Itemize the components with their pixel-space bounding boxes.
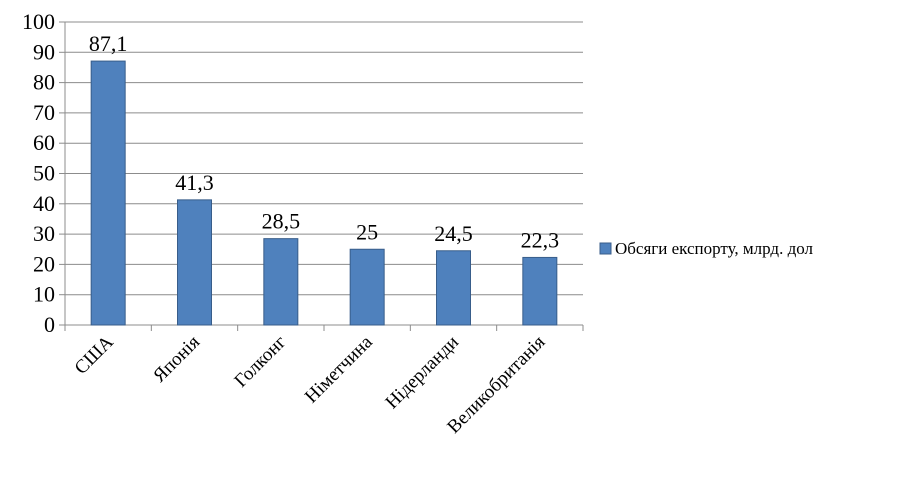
- bar: [177, 199, 212, 326]
- y-tick-label: 100: [22, 9, 55, 34]
- data-label: 25: [356, 219, 378, 244]
- y-tick-label: 10: [33, 282, 55, 307]
- y-tick-label: 50: [33, 161, 55, 186]
- gridlines: [65, 21, 583, 296]
- data-label: 87,1: [89, 31, 128, 56]
- data-label: 22,3: [521, 227, 560, 252]
- bar: [522, 256, 558, 326]
- legend: Обсяги експорту, млрд. дол: [599, 239, 814, 258]
- legend-swatch: [599, 242, 612, 255]
- legend-label: Обсяги експорту, млрд. дол: [615, 239, 814, 258]
- y-tick-label: 70: [33, 100, 55, 125]
- y-tick-label: 90: [33, 39, 55, 64]
- x-category-label: Голконг: [230, 332, 290, 392]
- data-label: 41,3: [175, 170, 214, 195]
- y-tick-label: 60: [33, 130, 55, 155]
- bar: [90, 60, 126, 326]
- x-axis-labels: США Японія Голконг Німетчина НідерландиВелик…: [71, 331, 550, 437]
- x-category-label: Японія: [149, 332, 204, 387]
- x-category-label: Нідерланди: [382, 332, 464, 414]
- axes: [59, 22, 584, 331]
- bar: [436, 250, 471, 326]
- bar: [263, 238, 299, 326]
- x-category-label: США: [71, 331, 118, 378]
- data-label: 24,5: [434, 221, 473, 246]
- y-tick-label: 0: [44, 312, 55, 337]
- data-labels: 87,1 41,3 28,5 25 24,5 22,3: [89, 31, 559, 252]
- data-label: 28,5: [262, 209, 301, 234]
- y-tick-label: 20: [33, 251, 55, 276]
- bars: [90, 60, 558, 326]
- y-tick-label: 30: [33, 221, 55, 246]
- y-tick-label: 80: [33, 70, 55, 95]
- y-tick-label: 40: [33, 191, 55, 216]
- x-category-label: Німетчина: [301, 331, 377, 407]
- y-axis-ticks: 0 10 20 30 40 50 60 70 80 90 100: [22, 9, 65, 337]
- bar: [349, 248, 385, 326]
